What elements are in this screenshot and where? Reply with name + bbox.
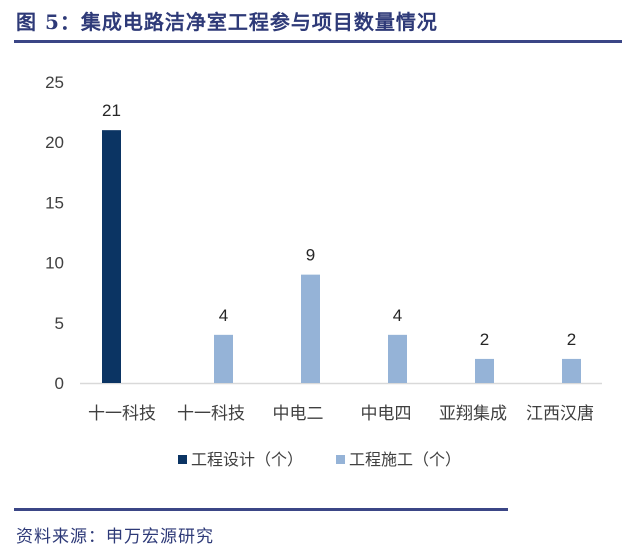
x-category-label: 亚翔集成 [439, 404, 507, 423]
legend-label-construction: 工程施工（个） [349, 451, 461, 469]
bar-value-label: 2 [567, 330, 576, 349]
y-tick-label: 5 [55, 314, 64, 333]
legend-swatch-design [178, 455, 187, 464]
y-tick-label: 0 [55, 374, 64, 393]
bar-value-label: 4 [393, 306, 402, 325]
x-category-label: 江西汉唐 [526, 403, 594, 423]
bar-value-labels: 21 4 9 4 2 2 [102, 101, 576, 349]
x-axis-category-labels: 十一科技 十一科技 中电二 中电四 亚翔集成 江西汉唐 [88, 403, 594, 423]
source-note: 资料来源：申万宏源研究 [16, 527, 214, 547]
bar-value-label: 21 [102, 101, 121, 120]
bar [214, 334, 233, 383]
y-axis-ticks: 0 5 10 15 20 25 [45, 73, 64, 393]
bar [388, 334, 407, 383]
bar-value-label: 4 [219, 306, 228, 325]
y-tick-label: 25 [45, 73, 64, 92]
x-category-label: 中电四 [361, 404, 412, 423]
bar [475, 358, 494, 383]
legend: 工程设计（个） 工程施工（个） [178, 451, 461, 469]
title-rule [14, 40, 622, 43]
legend-swatch-construction [336, 455, 345, 464]
bar-value-label: 2 [480, 330, 489, 349]
bar [102, 130, 121, 383]
y-tick-label: 20 [45, 133, 64, 152]
bar-value-label: 9 [306, 246, 315, 265]
x-category-label: 中电二 [273, 404, 324, 423]
legend-label-design: 工程设计（个） [191, 451, 303, 469]
bar [301, 274, 320, 383]
source-rule [14, 508, 508, 511]
figure-title: 图 5：集成电路洁净室工程参与项目数量情况 [16, 10, 438, 34]
x-category-label: 十一科技 [177, 404, 245, 423]
y-tick-label: 10 [45, 254, 64, 273]
y-tick-label: 15 [45, 193, 64, 212]
bars [102, 130, 581, 383]
x-category-label: 十一科技 [88, 404, 156, 423]
bar [562, 358, 581, 383]
